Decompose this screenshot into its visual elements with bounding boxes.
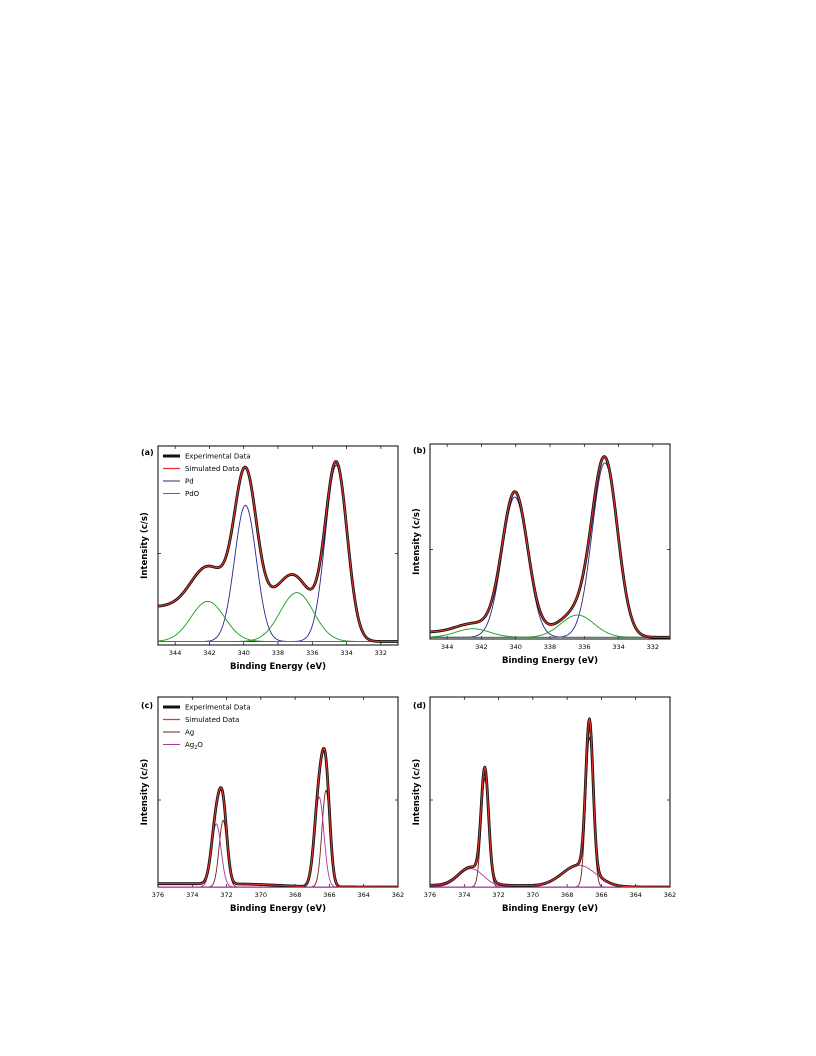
legend-entry: Ag2O: [185, 741, 203, 751]
x-tick-label: 370: [527, 891, 539, 899]
panel-label: (d): [413, 701, 426, 710]
legend: Experimental Data Simulated Data Pd PdO: [163, 453, 251, 498]
panel-label: (a): [141, 448, 154, 457]
plot-area: [158, 460, 398, 643]
series-ag-component-1: [158, 789, 398, 887]
series-experimental-data: [430, 717, 670, 887]
x-tick-label: 342: [203, 649, 215, 657]
x-tick-label: 340: [238, 649, 250, 657]
x-tick-label: 334: [340, 649, 352, 657]
x-tick-label: 340: [510, 643, 522, 651]
x-tick-label: 332: [647, 643, 659, 651]
x-tick-label: 372: [492, 891, 504, 899]
x-axis-title: Binding Energy (eV): [230, 904, 326, 914]
legend-entry: Simulated Data: [185, 465, 239, 473]
series-pd-component-2: [430, 496, 670, 638]
x-tick-label: 374: [186, 891, 198, 899]
series-ag2o-component-4: [430, 868, 670, 887]
series-ag2o-component-3: [158, 796, 398, 887]
panel-1: 344 342 340 338 336 334 332 Binding Energy (eV)…: [140, 445, 399, 672]
legend: Experimental Data Simulated Data Ag Ag2O: [163, 704, 251, 751]
y-axis-title: Intensity (c/s): [412, 759, 422, 826]
plot-frame: [429, 696, 671, 888]
x-tick-label: 342: [475, 643, 487, 651]
y-axis-title: Intensity (c/s): [140, 759, 150, 826]
plot-area: [158, 747, 398, 887]
y-axis-title: Intensity (c/s): [412, 508, 422, 575]
x-axis-title: Binding Energy (eV): [502, 904, 598, 914]
y-axis-title: Intensity (c/s): [140, 512, 150, 579]
panel-label: (b): [413, 446, 426, 455]
x-tick-label: 374: [458, 891, 470, 899]
panel-2: 344 342 340 338 336 334 332 Binding Energy (eV)…: [412, 443, 671, 666]
series-ag-component-2: [430, 777, 670, 887]
series-pd-component-2: [158, 504, 398, 642]
series-experimental-data: [430, 455, 670, 639]
legend-entry: PdO: [185, 490, 200, 498]
x-tick-label: 338: [544, 643, 556, 651]
series-experimental-data: [158, 460, 398, 643]
x-tick-label: 332: [375, 649, 387, 657]
series-simulated-data: [430, 456, 670, 638]
x-tick-label: 366: [323, 891, 335, 899]
plot-frame: [429, 443, 671, 640]
x-tick-label: 370: [255, 891, 267, 899]
panel-label: (c): [141, 701, 153, 710]
legend-entry: Experimental Data: [185, 704, 251, 712]
series-ag-component-1: [430, 736, 670, 887]
x-tick-label: 334: [612, 643, 624, 651]
series-simulated-data: [430, 718, 670, 887]
series-simulated-data: [158, 747, 398, 887]
series-ag-component-2: [158, 819, 398, 887]
x-tick-label: 364: [630, 891, 642, 899]
series-pdo-component-4: [158, 600, 398, 642]
x-tick-label: 336: [306, 649, 318, 657]
x-tick-label: 372: [220, 891, 232, 899]
panel-3: 376 374 372 370 368 366 364 362 Binding Energy (…: [140, 696, 404, 914]
x-tick-label: 368: [561, 891, 573, 899]
plot-area: [430, 717, 670, 887]
legend-entry: Ag: [185, 729, 194, 737]
panel-4: 376 374 372 370 368 366 364 362 Binding Energy (…: [412, 696, 676, 914]
x-tick-label: 344: [441, 643, 453, 651]
series-simulated-data: [158, 460, 398, 643]
x-tick-label: 362: [664, 891, 676, 899]
x-tick-label: 344: [169, 649, 181, 657]
legend-entry: Simulated Data: [185, 716, 239, 724]
plot-area: [430, 455, 670, 639]
legend-entry: Pd: [185, 478, 194, 486]
series-pdo-component-4: [430, 628, 670, 638]
x-tick-label: 362: [392, 891, 404, 899]
x-tick-label: 336: [578, 643, 590, 651]
x-axis-title: Binding Energy (eV): [502, 656, 598, 666]
plot-frame: [157, 696, 399, 888]
legend-entry: Experimental Data: [185, 453, 251, 461]
series-experimental-data: [158, 747, 398, 887]
x-tick-label: 364: [358, 891, 370, 899]
x-tick-label: 366: [595, 891, 607, 899]
series-ag2o-component-4: [158, 822, 398, 887]
series-pdo-component-3: [158, 592, 398, 642]
series-pd-component-1: [430, 462, 670, 638]
x-tick-label: 376: [424, 891, 436, 899]
x-axis-title: Binding Energy (eV): [230, 662, 326, 672]
x-tick-label: 338: [272, 649, 284, 657]
x-tick-label: 368: [289, 891, 301, 899]
x-tick-label: 376: [152, 891, 164, 899]
